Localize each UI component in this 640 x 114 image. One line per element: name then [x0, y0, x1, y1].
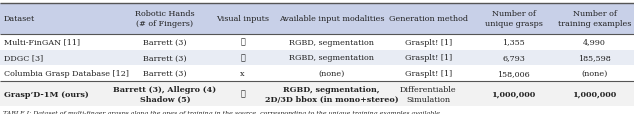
- Text: Dataset: Dataset: [4, 15, 35, 23]
- Text: Grasplt! [1]: Grasplt! [1]: [404, 38, 452, 46]
- Text: 1,000,000: 1,000,000: [573, 90, 617, 98]
- Text: Multi-FinGAN [11]: Multi-FinGAN [11]: [4, 38, 80, 46]
- Text: RGBD, segmentation: RGBD, segmentation: [289, 38, 374, 46]
- Text: Number of
training examples: Number of training examples: [558, 10, 631, 28]
- Text: Grasplt! [1]: Grasplt! [1]: [404, 54, 452, 62]
- Text: 185,598: 185,598: [579, 54, 611, 62]
- Text: ✓: ✓: [240, 38, 245, 46]
- Text: Robotic Hands
(# of Fingers): Robotic Hands (# of Fingers): [135, 10, 195, 28]
- Bar: [0, 81, 634, 106]
- Bar: [0, 50, 634, 66]
- Text: Available input modalities: Available input modalities: [278, 15, 384, 23]
- Text: ✓: ✓: [240, 54, 245, 62]
- Bar: [0, 4, 634, 34]
- Text: 4,990: 4,990: [583, 38, 606, 46]
- Text: DDGC [3]: DDGC [3]: [4, 54, 43, 62]
- Text: Generation method: Generation method: [388, 15, 468, 23]
- Text: Visual inputs: Visual inputs: [216, 15, 269, 23]
- Bar: [0, 34, 634, 50]
- Text: Barrett (3): Barrett (3): [143, 38, 187, 46]
- Text: ✓: ✓: [240, 90, 245, 98]
- Text: 158,006: 158,006: [497, 70, 530, 78]
- Text: (none): (none): [318, 70, 344, 78]
- Text: Barrett (3): Barrett (3): [143, 70, 187, 78]
- Text: 6,793: 6,793: [502, 54, 525, 62]
- Text: (none): (none): [582, 70, 608, 78]
- Text: 1,355: 1,355: [502, 38, 525, 46]
- Text: x: x: [241, 70, 245, 78]
- Text: Grasplt! [1]: Grasplt! [1]: [404, 70, 452, 78]
- Text: Number of
unique grasps: Number of unique grasps: [485, 10, 543, 28]
- Text: Barrett (3), Allegro (4)
Shadow (5): Barrett (3), Allegro (4) Shadow (5): [113, 85, 216, 103]
- Text: RGBD, segmentation: RGBD, segmentation: [289, 54, 374, 62]
- Text: RGBD, segmentation,
2D/3D bbox (in mono+stereo): RGBD, segmentation, 2D/3D bbox (in mono+…: [264, 85, 398, 103]
- Bar: [0, 66, 634, 81]
- Text: 1,000,000: 1,000,000: [492, 90, 536, 98]
- Text: Barrett (3): Barrett (3): [143, 54, 187, 62]
- Text: Differentiable
Simulation: Differentiable Simulation: [400, 85, 456, 103]
- Text: TABLE I: Dataset of multi-finger grasps along the ones of training in the source: TABLE I: Dataset of multi-finger grasps …: [3, 110, 442, 114]
- Text: Grasp’D-1M (ours): Grasp’D-1M (ours): [4, 90, 88, 98]
- Text: Columbia Grasp Database [12]: Columbia Grasp Database [12]: [4, 70, 129, 78]
